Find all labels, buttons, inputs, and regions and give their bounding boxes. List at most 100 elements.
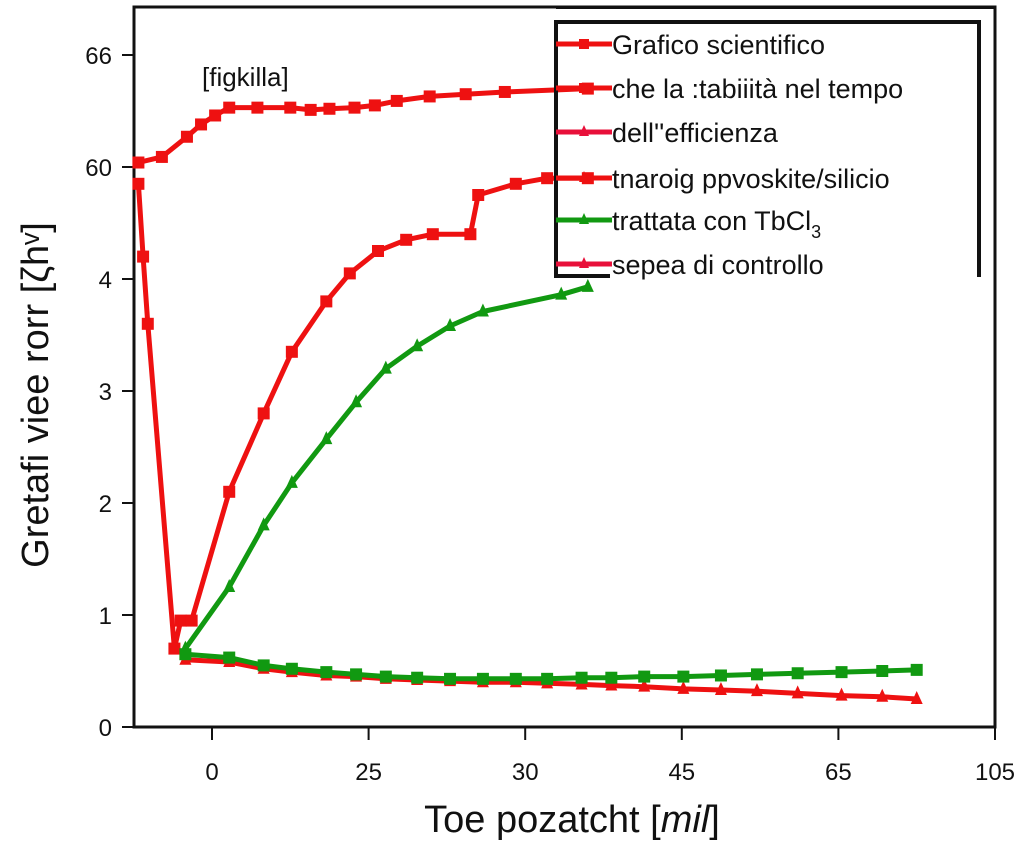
data-point-marker	[284, 101, 297, 114]
data-point-marker	[605, 677, 618, 691]
data-point-marker	[257, 659, 270, 672]
legend-item: dell''efficienza	[556, 118, 779, 148]
data-point-marker	[555, 286, 568, 300]
data-point-marker	[379, 360, 392, 374]
legend-label: Grafico scientifico	[612, 30, 825, 60]
data-point-marker	[579, 39, 589, 49]
data-point-marker	[223, 101, 236, 114]
data-point-marker	[714, 669, 727, 682]
data-point-marker	[876, 688, 889, 702]
data-point-marker	[350, 668, 363, 681]
data-point-marker	[509, 672, 522, 685]
x-axis-title-unit: mil	[661, 799, 711, 841]
data-point-marker	[605, 671, 618, 684]
data-point-marker	[285, 474, 298, 488]
data-point-marker	[185, 614, 198, 627]
data-point-marker	[323, 102, 336, 115]
data-point-marker	[541, 672, 554, 685]
series-line	[135, 175, 591, 652]
data-point-marker	[791, 685, 804, 699]
data-point-marker	[579, 83, 589, 93]
legend-item: tnaroiɡ ppvoskite/silicio	[556, 164, 890, 194]
data-point-marker	[368, 99, 381, 112]
legend-label-text: tnaroiɡ ppvoskite/silicio	[612, 164, 890, 194]
data-point-marker	[223, 579, 236, 592]
y-tick-label: 3	[99, 379, 112, 406]
data-point-marker	[835, 687, 848, 701]
data-point-marker	[464, 228, 477, 241]
data-point-marker	[343, 267, 356, 280]
legend-label-text: Grafico scientifico	[612, 30, 825, 60]
legend-item: Grafico scientifico	[556, 30, 825, 60]
data-point-marker	[579, 213, 589, 224]
data-point-marker	[209, 109, 222, 122]
data-point-marker	[195, 118, 208, 131]
x-tick-label: 105	[975, 759, 1015, 786]
legend-label: trattata con TbCl3	[612, 206, 821, 242]
data-point-marker	[476, 303, 489, 317]
data-point-marker	[379, 670, 392, 683]
y-tick-label: 60	[85, 155, 112, 182]
data-point-marker	[348, 101, 361, 114]
data-point-marker	[285, 345, 298, 358]
legend-label: dell''efficienza	[612, 118, 779, 148]
data-point-marker	[444, 672, 457, 685]
legend-frame	[554, 20, 981, 278]
data-point-marker	[426, 228, 439, 241]
x-tick-label: 65	[825, 759, 852, 786]
y-tick-label: 66	[85, 43, 112, 70]
data-point-marker	[472, 189, 485, 201]
y-axis-ticks: 0 1 2 3 4 60 66	[85, 43, 134, 742]
legend-item: trattata con TbCl3	[556, 206, 821, 242]
data-point-marker	[423, 90, 436, 103]
data-point-marker	[750, 668, 763, 681]
series-line	[182, 651, 920, 682]
series-0	[132, 82, 594, 169]
data-point-marker	[390, 94, 403, 107]
data-point-marker	[304, 103, 317, 116]
data-point-marker	[876, 665, 889, 677]
data-point-marker	[155, 150, 168, 163]
data-point-marker	[320, 431, 333, 445]
data-point-marker	[350, 394, 363, 408]
data-point-marker	[141, 317, 154, 330]
data-point-marker	[257, 517, 270, 531]
data-point-marker	[251, 101, 264, 114]
series-4	[179, 648, 923, 685]
series-line	[182, 657, 920, 702]
series-line	[182, 284, 591, 652]
data-point-marker	[791, 667, 804, 680]
data-point-marker	[444, 318, 457, 332]
legend-label-text: sepea di controllo	[612, 250, 824, 280]
data-point-marker	[223, 485, 236, 498]
data-point-marker	[579, 125, 589, 136]
x-axis-title: Toe pozatcht [mil]	[424, 799, 720, 841]
data-point-marker	[411, 338, 424, 352]
data-point-marker	[581, 278, 594, 292]
data-point-marker	[541, 172, 554, 185]
data-point-marker	[132, 156, 145, 169]
data-point-marker	[459, 88, 472, 101]
data-point-marker	[285, 662, 298, 675]
legend-label: sepea di controllo	[612, 250, 824, 280]
y-tick-label: 1	[99, 603, 112, 630]
y-tick-label: 4	[99, 267, 112, 294]
x-tick-label: 25	[355, 759, 382, 786]
data-point-marker	[320, 295, 333, 308]
data-point-marker	[750, 683, 763, 697]
data-point-marker	[677, 680, 690, 694]
x-axis-ticks: 0 25 30 45 65 105	[205, 727, 1015, 786]
data-point-marker	[174, 614, 187, 627]
data-point-marker	[579, 257, 589, 268]
y-tick-label: 2	[99, 491, 112, 518]
legend-label: tnaroiɡ ppvoskite/silicio	[612, 164, 890, 194]
y-axis-title: Gretafi viee rorr [ζhᵛ]	[15, 222, 57, 568]
data-point-marker	[910, 691, 923, 704]
data-point-marker	[179, 648, 192, 661]
plot-frame	[132, 5, 997, 729]
data-point-marker	[132, 177, 145, 190]
data-point-marker	[411, 671, 424, 684]
x-axis-title-part-3: ]	[709, 799, 720, 841]
legend-label-text: dell''efficienza	[612, 118, 779, 148]
